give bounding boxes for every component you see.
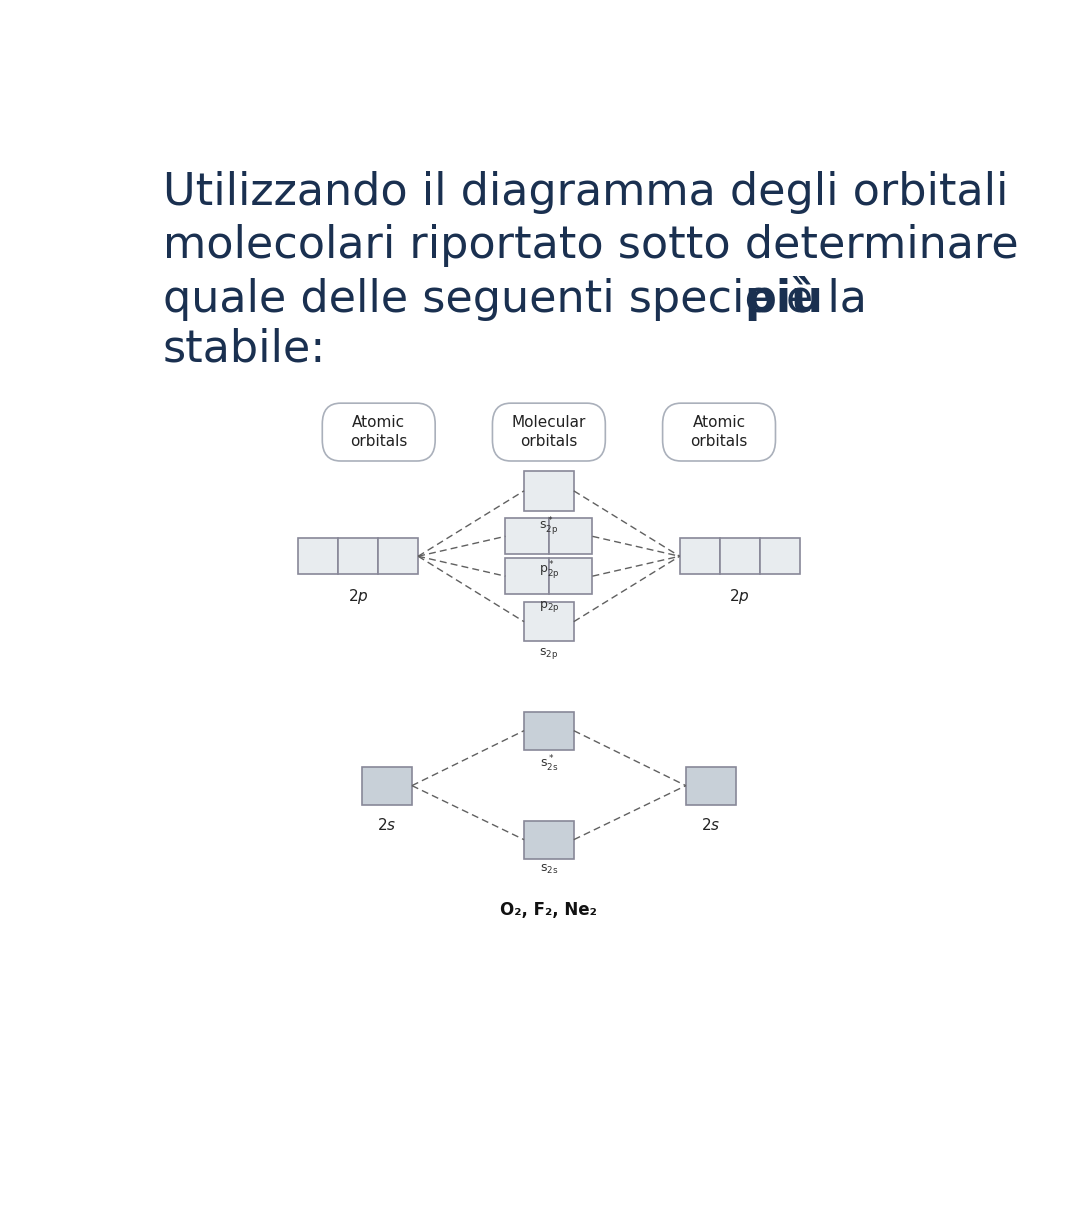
Bar	[338, 538, 378, 574]
Text: $\mathsf{s}^*_{\mathsf{2s}}$: $\mathsf{s}^*_{\mathsf{2s}}$	[540, 755, 558, 774]
FancyBboxPatch shape	[322, 404, 435, 460]
Text: $\mathsf{p}^*_{\mathsf{2p}}$: $\mathsf{p}^*_{\mathsf{2p}}$	[539, 559, 559, 581]
FancyBboxPatch shape	[663, 404, 775, 460]
Text: $2p$: $2p$	[729, 587, 750, 606]
Text: $2s$: $2s$	[702, 817, 721, 833]
Text: $\mathsf{s}_{\mathsf{2s}}$: $\mathsf{s}_{\mathsf{2s}}$	[540, 863, 558, 876]
Text: Utilizzando il diagramma degli orbitali: Utilizzando il diagramma degli orbitali	[163, 171, 1008, 214]
Text: Molecular
orbitals: Molecular orbitals	[512, 415, 586, 449]
Text: $\mathsf{s}_{\mathsf{2p}}$: $\mathsf{s}_{\mathsf{2p}}$	[540, 646, 558, 661]
Text: molecolari riportato sotto determinare: molecolari riportato sotto determinare	[163, 224, 1019, 267]
Text: $2s$: $2s$	[377, 817, 396, 833]
Text: $\mathsf{s}^*_{\mathsf{2p}}$: $\mathsf{s}^*_{\mathsf{2p}}$	[540, 516, 558, 538]
Text: O₂, F₂, Ne₂: O₂, F₂, Ne₂	[500, 901, 598, 920]
Bar	[549, 518, 592, 554]
Text: $2p$: $2p$	[348, 587, 368, 606]
Bar	[524, 821, 574, 859]
Bar	[524, 712, 574, 750]
Bar	[362, 767, 412, 805]
Bar	[685, 767, 736, 805]
Text: $\mathsf{p}_{\mathsf{2p}}$: $\mathsf{p}_{\mathsf{2p}}$	[539, 599, 559, 614]
Bar	[549, 558, 592, 595]
Text: quale delle seguenti specie è la: quale delle seguenti specie è la	[163, 276, 881, 321]
Bar	[680, 538, 720, 574]
Text: Atomic
orbitals: Atomic orbitals	[350, 415, 407, 449]
Bar	[506, 518, 549, 554]
Bar	[759, 538, 800, 574]
Bar	[298, 538, 338, 574]
Bar	[524, 602, 574, 641]
Bar	[720, 538, 759, 574]
Text: stabile:: stabile:	[163, 327, 327, 371]
Bar	[378, 538, 418, 574]
FancyBboxPatch shape	[493, 404, 605, 460]
Text: Atomic
orbitals: Atomic orbitals	[691, 415, 748, 449]
Bar	[524, 471, 574, 511]
Bar	[506, 558, 549, 595]
Text: più: più	[744, 276, 823, 321]
